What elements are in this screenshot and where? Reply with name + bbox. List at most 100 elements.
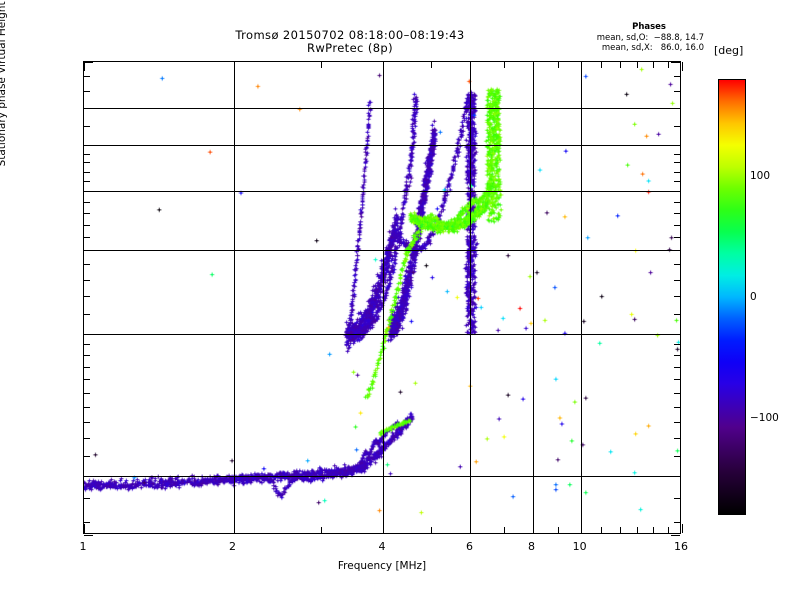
y-minor-tick	[84, 355, 90, 357]
x-tick-6	[470, 524, 472, 533]
y-minor-tick-right	[674, 201, 680, 203]
y-minor-tick	[84, 224, 90, 226]
y-tick-right-200	[671, 333, 680, 335]
y-gridline-400	[84, 191, 680, 193]
y-tick-300	[84, 250, 93, 252]
x-tick-1	[84, 524, 85, 533]
x-tick-4	[383, 524, 384, 533]
x-minor-tick	[601, 527, 603, 533]
x-minor-tick-top	[503, 62, 505, 68]
colorbar-tick-0: 0	[750, 291, 757, 303]
x-tick-top-16	[682, 62, 683, 71]
y-tick-right-600	[671, 107, 680, 109]
y-minor-tick	[84, 497, 90, 499]
x-tick-top-10	[580, 62, 582, 71]
x-tick-10	[580, 524, 582, 533]
y-minor-tick-right	[674, 212, 680, 214]
y-minor-tick-right	[674, 438, 680, 440]
x-tick-label-8: 8	[528, 540, 535, 553]
y-minor-tick-right	[674, 76, 680, 78]
y-axis-title: Stationary phase Virtual Height [km]	[0, 1, 8, 167]
colorbar-tick-100: 100	[750, 169, 771, 182]
x-tick-label-10: 10	[572, 540, 587, 553]
plot-area	[83, 61, 683, 536]
y-minor-tick	[84, 153, 90, 155]
x-minor-tick-top	[320, 62, 322, 68]
y-minor-tick-right	[674, 125, 680, 127]
y-minor-tick-right	[674, 162, 680, 164]
x-gridline-6	[470, 62, 472, 533]
y-minor-tick-right	[674, 366, 680, 368]
y-minor-tick-right	[674, 264, 680, 266]
y-minor-tick-right	[674, 279, 680, 281]
x-tick-16	[682, 524, 683, 533]
y-minor-tick	[84, 313, 90, 315]
x-minor-tick	[503, 527, 505, 533]
y-tick-400	[84, 191, 93, 193]
x-minor-tick-top	[619, 62, 621, 68]
x-minor-tick	[637, 527, 639, 533]
y-gridline-500	[84, 145, 680, 147]
y-minor-tick	[84, 201, 90, 203]
y-minor-tick	[84, 406, 90, 408]
y-minor-tick	[84, 264, 90, 266]
y-tick-200	[84, 333, 93, 335]
y-tick-right-100	[671, 475, 680, 477]
x-minor-tick-top	[653, 62, 655, 68]
y-minor-tick	[84, 162, 90, 164]
x-tick-label-16: 16	[674, 540, 688, 553]
x-minor-tick	[320, 527, 322, 533]
scatter-canvas	[84, 62, 680, 533]
x-minor-tick	[557, 527, 559, 533]
y-minor-tick	[84, 76, 90, 78]
page-title: Tromsø 20150702 08:18:00–08:19:43	[235, 28, 465, 42]
x-minor-tick	[431, 527, 433, 533]
colorbar-unit-label: [deg]	[714, 44, 744, 57]
x-minor-tick-top	[557, 62, 559, 68]
y-minor-tick	[84, 422, 90, 423]
x-minor-tick-top	[601, 62, 603, 68]
y-minor-tick-right	[674, 91, 680, 93]
y-minor-tick-right	[674, 224, 680, 226]
x-tick-top-1	[84, 62, 85, 71]
y-tick-right-750	[671, 62, 680, 63]
y-minor-tick	[84, 438, 90, 440]
y-tick-600	[84, 107, 93, 109]
x-tick-top-8	[532, 62, 534, 71]
y-minor-tick	[84, 181, 90, 183]
y-minor-tick	[84, 296, 90, 298]
x-minor-tick	[668, 527, 670, 533]
x-tick-label-6: 6	[465, 540, 473, 553]
phases-x-stats: mean, sd,X: 86.0, 16.0	[601, 43, 704, 53]
y-minor-tick	[84, 379, 90, 381]
y-minor-tick-right	[674, 379, 680, 381]
y-minor-tick	[84, 521, 90, 523]
x-minor-tick	[619, 527, 621, 533]
x-minor-tick	[653, 527, 655, 533]
y-minor-tick-right	[674, 313, 680, 315]
x-tick-top-4	[383, 62, 384, 71]
y-gridline-200	[84, 333, 680, 335]
y-minor-tick-right	[674, 497, 680, 499]
y-minor-tick	[84, 212, 90, 214]
y-tick-right-400	[671, 191, 680, 193]
y-minor-tick	[84, 171, 90, 173]
y-minor-tick-right	[674, 296, 680, 298]
x-axis-title: Frequency [MHz]	[337, 560, 427, 572]
x-tick-label-1: 1	[79, 540, 87, 553]
y-minor-tick-right	[674, 406, 680, 408]
x-gridline-10	[580, 62, 582, 533]
y-minor-tick	[84, 236, 90, 238]
y-minor-tick	[84, 392, 90, 394]
x-tick-2	[233, 524, 235, 533]
y-minor-tick-right	[674, 392, 680, 394]
colorbar-tick-−100: −100	[750, 412, 779, 425]
x-gridline-4	[383, 62, 384, 533]
y-tick-100	[84, 475, 93, 477]
y-minor-tick	[84, 344, 90, 346]
x-tick-label-4: 4	[378, 540, 386, 553]
colorbar	[718, 79, 746, 515]
x-tick-8	[532, 524, 534, 533]
y-gridline-100	[84, 475, 680, 477]
y-tick-right-300	[671, 250, 680, 252]
